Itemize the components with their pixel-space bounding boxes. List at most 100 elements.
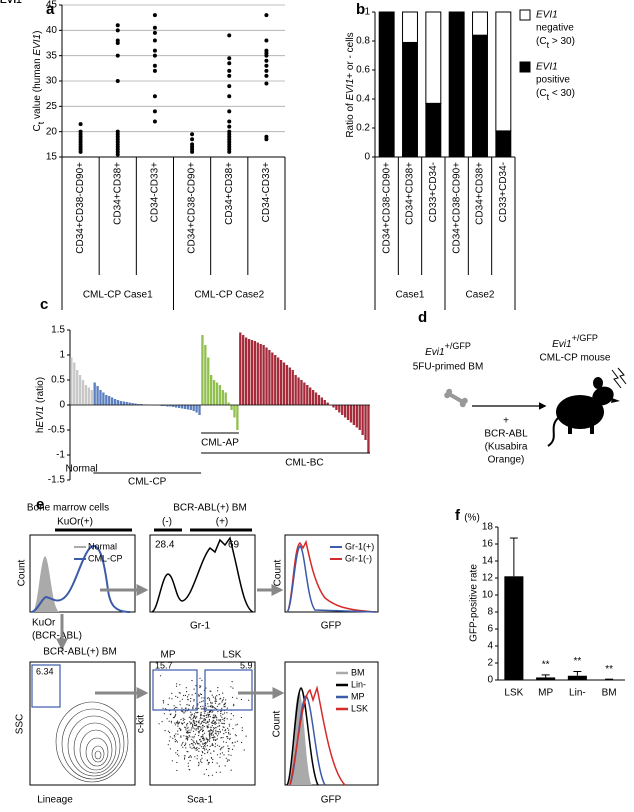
cell-dot [187, 762, 189, 764]
cell-dot [163, 700, 165, 702]
bar [224, 392, 227, 405]
cell-dot [179, 728, 181, 730]
bar [338, 405, 341, 413]
cell-dot [164, 730, 166, 732]
cell-dot [208, 739, 210, 741]
cell-dot [193, 747, 195, 749]
cell-dot [240, 698, 242, 701]
cell-dot [209, 716, 211, 718]
y-tick-label: 45 [46, 0, 58, 11]
cell-dot [207, 722, 209, 724]
data-point [227, 149, 232, 154]
cell-dot [216, 717, 218, 719]
cell-dot [205, 722, 207, 725]
y-tick-label: 15 [46, 152, 58, 163]
significance: ** [573, 656, 581, 667]
axis-title: Sca-1 [187, 795, 214, 806]
cell-dot [175, 740, 178, 742]
cell-dot [211, 732, 214, 734]
axis-title: Count [17, 559, 28, 586]
y-tick-label: 18 [482, 522, 494, 533]
cell-dot [200, 693, 202, 696]
cell-dot [175, 695, 177, 698]
y-tick-label: 2 [487, 658, 493, 669]
cell-dot [169, 748, 171, 750]
group-label: CML-CP [128, 477, 167, 488]
bar [320, 397, 324, 405]
bar [125, 402, 128, 405]
cell-dot [199, 718, 201, 720]
y-tick-label: -1.5 [48, 475, 66, 486]
cell-dot [198, 726, 201, 728]
bar [262, 345, 265, 405]
cell-dot [228, 754, 230, 756]
vector: (Kusabira [485, 442, 528, 453]
cell-dot [197, 711, 199, 714]
cell-dot [245, 735, 247, 737]
panel-label: b [356, 1, 365, 18]
cell-dot [202, 734, 204, 736]
label-part: (ratio) [35, 377, 46, 406]
cell-dot [225, 729, 227, 731]
bar [70, 357, 73, 405]
gate [31, 664, 61, 708]
histogram [286, 687, 319, 786]
cell-dot [236, 740, 239, 742]
cell-dot [202, 708, 204, 710]
cell-dot [173, 707, 175, 710]
cell-dot [209, 740, 211, 742]
cell-dot [196, 716, 198, 718]
label-part: ) [32, 31, 43, 34]
cell-dot [201, 717, 203, 720]
cell-dot [225, 699, 227, 701]
bar [361, 405, 364, 435]
bar [341, 405, 344, 415]
cell-dot [196, 721, 198, 723]
cell-dot [196, 747, 198, 749]
cell-dot [204, 749, 206, 751]
cell-dot [209, 732, 211, 734]
cell-dot [210, 728, 212, 731]
cell-dot [218, 694, 220, 696]
cell-dot [180, 718, 182, 721]
cell-dot [223, 722, 225, 725]
cell-dot [190, 722, 192, 724]
bar [122, 401, 125, 405]
bar [186, 405, 190, 410]
cell-dot [173, 705, 175, 707]
cell-dot [209, 711, 211, 714]
cell-dot [190, 729, 192, 731]
cell-dot [200, 759, 202, 761]
cell-dot [215, 716, 217, 718]
bar [259, 344, 262, 405]
cell-dot [197, 743, 199, 745]
cell-dot [177, 720, 179, 722]
bar-segment [472, 11, 488, 36]
cell-dot [215, 722, 217, 724]
cell-dot [212, 721, 214, 723]
cell-dot [214, 722, 216, 724]
cell-dot [222, 699, 224, 701]
cell-dot [208, 775, 210, 777]
label-part: Ratio of [345, 100, 356, 137]
cell-dot [186, 704, 188, 706]
cell-dot [225, 731, 227, 734]
cell-dot [213, 706, 215, 708]
bar [201, 335, 204, 405]
cell-dot [181, 698, 183, 700]
panel-d: Evi1+/GFP 5FU-primed BM + BCR-ABL (Kusab… [413, 333, 627, 466]
cell-dot [189, 755, 191, 757]
cell-dot [222, 692, 224, 694]
cell-dot [208, 730, 210, 732]
cell-dot [216, 695, 218, 697]
cell-dot [174, 724, 177, 726]
cell-dot [208, 698, 211, 700]
cell-dot [224, 717, 226, 719]
cell-dot [204, 746, 206, 748]
cell-dot [190, 756, 193, 758]
cell-dot [224, 730, 226, 732]
cell-dot [220, 737, 222, 739]
label-part: h [35, 428, 46, 434]
legend-label: EVI1 [0, 0, 22, 6]
cell-dot [220, 715, 222, 717]
